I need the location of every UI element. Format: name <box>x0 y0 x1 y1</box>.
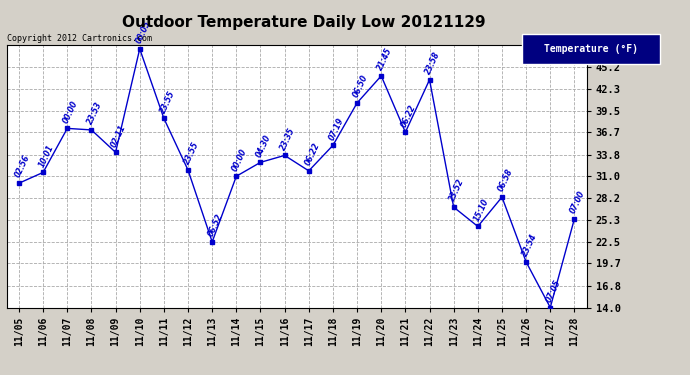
Text: 06:22: 06:22 <box>303 141 322 167</box>
Text: 00:00: 00:00 <box>61 99 80 124</box>
Text: 06:58: 06:58 <box>496 168 515 193</box>
Text: Copyright 2012 Cartronics.com: Copyright 2012 Cartronics.com <box>7 34 152 43</box>
Text: 00:00: 00:00 <box>230 147 249 172</box>
Text: 23:58: 23:58 <box>424 50 442 76</box>
Text: 23:54: 23:54 <box>520 232 539 258</box>
Text: 23:55: 23:55 <box>182 141 201 166</box>
Text: 23:55: 23:55 <box>158 89 177 114</box>
Text: 02:11: 02:11 <box>110 123 128 148</box>
Text: Outdoor Temperature Daily Low 20121129: Outdoor Temperature Daily Low 20121129 <box>122 15 485 30</box>
Text: 06:50: 06:50 <box>351 74 370 99</box>
Text: 04:30: 04:30 <box>255 133 273 159</box>
Text: 02:56: 02:56 <box>13 154 32 179</box>
Text: 15:10: 15:10 <box>472 197 491 223</box>
Text: 06:52: 06:52 <box>206 213 225 238</box>
Text: 06:22: 06:22 <box>400 103 418 128</box>
Text: 07:05: 07:05 <box>544 278 563 304</box>
Text: 21:45: 21:45 <box>375 46 394 72</box>
Text: 07:19: 07:19 <box>327 116 346 141</box>
Text: 23:52: 23:52 <box>448 178 466 203</box>
Text: Temperature (°F): Temperature (°F) <box>544 44 638 54</box>
Text: 07:00: 07:00 <box>569 189 587 215</box>
Text: 23:53: 23:53 <box>86 100 104 126</box>
Text: 23:35: 23:35 <box>279 126 297 152</box>
Text: 10:01: 10:01 <box>37 143 56 168</box>
Text: 00:05: 00:05 <box>134 20 152 45</box>
